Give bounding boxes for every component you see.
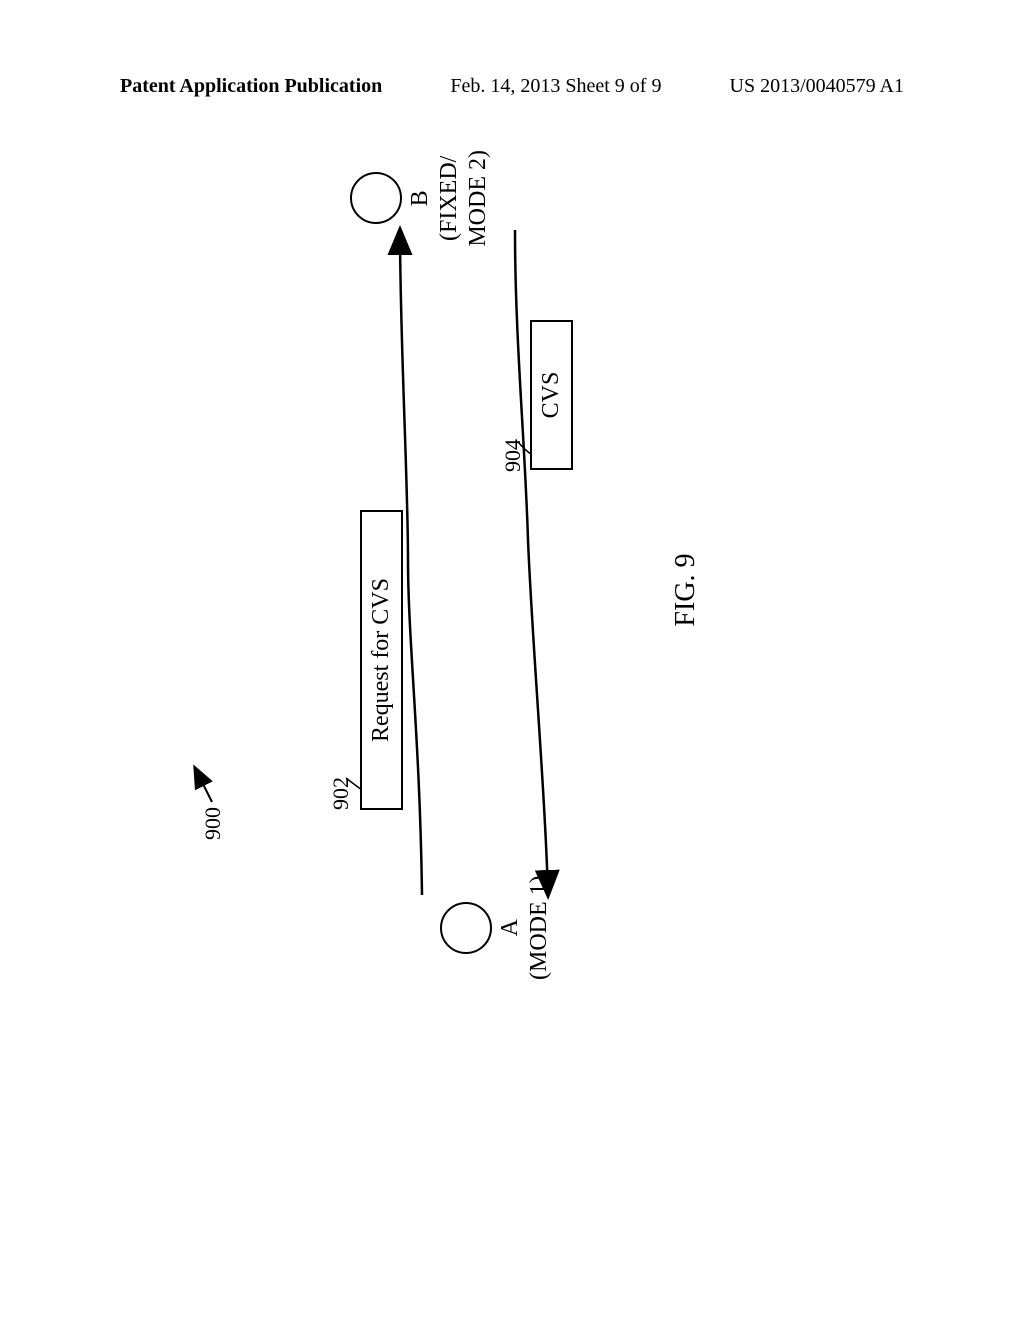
message-response-box: CVS xyxy=(530,320,573,470)
message-request-text: Request for CVS xyxy=(368,578,394,742)
ref-900: 900 xyxy=(200,807,226,840)
message-response-text: CVS xyxy=(538,372,564,419)
message-request-box: Request for CVS xyxy=(360,510,403,810)
ref-904: 904 xyxy=(500,439,526,472)
node-b-circle xyxy=(350,172,402,224)
node-b-title: B xyxy=(407,190,433,206)
node-b: B (FIXED/ MODE 2) xyxy=(350,150,492,247)
node-a-title: A xyxy=(497,919,523,936)
header-date-sheet: Feb. 14, 2013 Sheet 9 of 9 xyxy=(450,75,661,98)
figure-label: FIG. 9 xyxy=(670,553,702,626)
node-b-label: B (FIXED/ MODE 2) xyxy=(406,150,492,247)
node-a-circle xyxy=(440,902,492,954)
header-publication: Patent Application Publication xyxy=(120,75,382,98)
ref-902: 902 xyxy=(328,777,354,810)
node-a: A (MODE 1) xyxy=(440,875,554,980)
node-a-label: A (MODE 1) xyxy=(496,875,554,980)
node-a-sublabel: (MODE 1) xyxy=(526,875,552,980)
page-header: Patent Application Publication Feb. 14, … xyxy=(0,75,1024,98)
sequence-diagram: A (MODE 1) B (FIXED/ MODE 2) Request for… xyxy=(50,140,950,1040)
node-b-sublabel: (FIXED/ MODE 2) xyxy=(436,150,491,247)
header-pub-number: US 2013/0040579 A1 xyxy=(730,75,904,98)
